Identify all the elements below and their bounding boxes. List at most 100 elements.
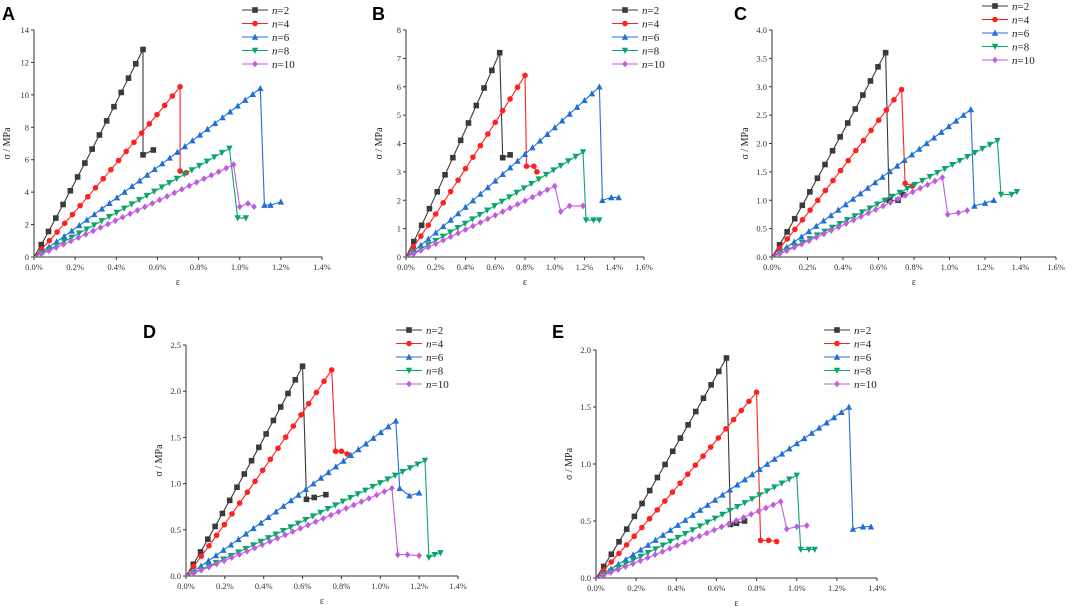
series-line-n4 [405, 73, 538, 258]
data-point [450, 154, 456, 161]
data-point [864, 184, 871, 191]
data-point [83, 226, 90, 233]
data-point [971, 149, 979, 157]
legend-marker [992, 56, 998, 64]
series-n2 [185, 363, 329, 577]
data-point [740, 514, 747, 521]
data-point [211, 119, 219, 127]
legend-marker [834, 380, 840, 388]
y-tick-label: 1.5 [170, 432, 181, 442]
data-point [535, 176, 542, 183]
data-point [205, 536, 211, 543]
data-point [411, 238, 417, 245]
series-n6 [595, 403, 875, 579]
data-point [190, 569, 197, 577]
data-point [68, 237, 74, 245]
data-point [190, 563, 197, 570]
data-point [410, 250, 417, 258]
data-point [523, 163, 530, 169]
data-point [868, 127, 874, 134]
y-tick-label: 2.0 [756, 139, 767, 149]
y-tick-label: 1.5 [580, 402, 591, 412]
data-point [354, 491, 361, 498]
data-point [332, 448, 339, 455]
data-point [981, 199, 989, 206]
data-point [105, 220, 111, 228]
data-point [136, 177, 143, 184]
data-point [203, 158, 211, 165]
data-point [711, 526, 717, 534]
y-tick-label: 7 [397, 53, 401, 63]
data-point [282, 434, 289, 440]
data-point [82, 160, 88, 166]
data-point [212, 523, 218, 530]
series-n10 [33, 161, 257, 258]
data-point [805, 228, 813, 235]
data-point [406, 465, 414, 472]
legend-label: n=6 [426, 352, 444, 364]
data-point [96, 132, 103, 138]
data-point [669, 448, 676, 455]
data-point [347, 494, 354, 502]
data-point [979, 145, 986, 153]
data-point [267, 201, 274, 208]
data-point [113, 209, 120, 216]
data-point [1008, 191, 1015, 198]
data-point [916, 145, 923, 152]
data-point [696, 506, 704, 513]
data-point [726, 520, 732, 528]
data-point [74, 174, 81, 180]
data-point [773, 538, 780, 545]
data-point [206, 563, 212, 571]
data-point [259, 541, 266, 549]
data-point [244, 547, 250, 555]
data-point [290, 423, 297, 429]
data-point [267, 456, 274, 463]
y-tick-label: 8 [25, 122, 29, 132]
data-point [565, 158, 572, 165]
data-point [234, 102, 241, 109]
data-point [484, 184, 492, 191]
series-n10 [185, 484, 422, 577]
data-point [798, 240, 805, 248]
legend-label: n=2 [854, 325, 871, 337]
data-point [404, 551, 411, 559]
legend-marker [833, 367, 841, 374]
data-point [249, 90, 256, 98]
data-point [557, 208, 564, 215]
data-point [75, 230, 83, 237]
data-point [242, 530, 250, 537]
data-point [715, 435, 722, 441]
data-point [786, 445, 793, 452]
data-point [662, 498, 668, 504]
data-point [197, 549, 204, 555]
data-point [945, 123, 952, 130]
data-point [784, 229, 790, 235]
data-point [196, 131, 204, 138]
data-point [659, 531, 667, 538]
data-point [189, 137, 196, 144]
data-point [179, 185, 185, 193]
data-point [669, 489, 676, 495]
data-point [265, 513, 272, 521]
data-point [967, 106, 974, 113]
data-point [264, 535, 272, 542]
data-point [956, 157, 964, 165]
data-point [302, 517, 309, 524]
data-point [792, 226, 798, 233]
data-point [872, 206, 879, 213]
y-axis-title: σ / MPa [154, 444, 165, 477]
data-point [416, 552, 422, 560]
x-tick-label: 1.6% [635, 262, 653, 272]
x-tick-label: 0.2% [216, 581, 234, 591]
data-point [938, 128, 945, 135]
data-point [151, 188, 158, 195]
data-point [790, 238, 798, 245]
data-point [251, 203, 257, 211]
data-point [198, 566, 205, 574]
data-point [964, 153, 971, 161]
data-point [455, 229, 461, 237]
data-point [277, 404, 284, 410]
data-point [835, 223, 842, 231]
y-tick-label: 0.5 [170, 525, 181, 535]
